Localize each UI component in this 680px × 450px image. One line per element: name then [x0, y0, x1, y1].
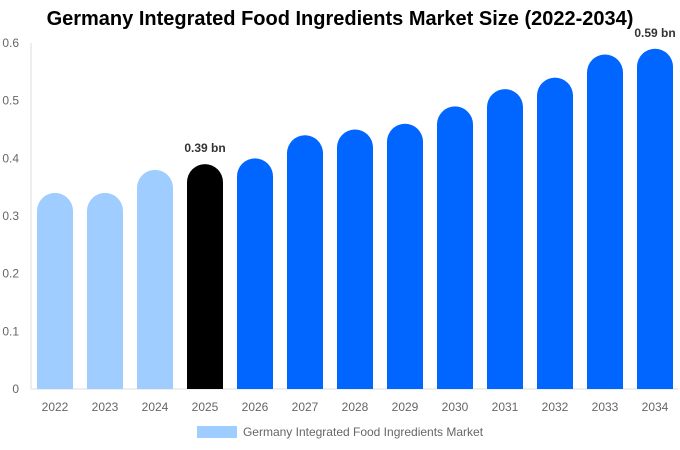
bar-2032 — [537, 77, 573, 389]
x-tick-label: 2028 — [342, 400, 369, 414]
bar-2028 — [337, 129, 373, 389]
bar-2022 — [37, 192, 73, 389]
x-tick-label: 2023 — [92, 400, 119, 414]
x-tick-label: 2033 — [592, 400, 619, 414]
legend-swatch — [196, 426, 237, 438]
bar-2029 — [387, 123, 423, 389]
chart-title: Germany Integrated Food Ingredients Mark… — [46, 8, 634, 30]
data-label-2025: 0.39 bn — [184, 141, 225, 155]
y-tick-label: 0 — [12, 382, 19, 396]
bar-2025 — [187, 164, 223, 389]
x-tick-label: 2030 — [442, 400, 469, 414]
y-tick-label: 0.5 — [2, 94, 19, 108]
x-tick-label: 2024 — [142, 400, 169, 414]
legend-label: Germany Integrated Food Ingredients Mark… — [242, 425, 484, 439]
bar-2033 — [587, 54, 623, 390]
x-tick-label: 2031 — [492, 400, 519, 414]
data-label-2034: 0.59 bn — [634, 26, 675, 40]
x-tick-label: 2022 — [42, 400, 69, 414]
x-tick-label: 2032 — [542, 400, 569, 414]
x-tick-label: 2027 — [292, 400, 319, 414]
x-tick-label: 2034 — [642, 400, 669, 414]
y-tick-label: 0.3 — [2, 209, 19, 223]
legend: Germany Integrated Food Ingredients Mark… — [0, 425, 680, 439]
bar-2023 — [87, 192, 123, 389]
y-tick-label: 0.4 — [2, 151, 19, 165]
y-tick-label: 0.2 — [2, 267, 19, 281]
y-tick-label: 0.6 — [2, 36, 19, 50]
bar-2027 — [287, 135, 323, 389]
bar-2030 — [437, 106, 473, 389]
x-tick-label: 2029 — [392, 400, 419, 414]
bar-2026 — [237, 158, 273, 389]
y-tick-label: 0.1 — [2, 324, 19, 338]
x-tick-label: 2026 — [242, 400, 269, 414]
bar-2024 — [137, 169, 173, 389]
x-tick-label: 2025 — [192, 400, 219, 414]
bar-2031 — [487, 89, 523, 389]
bar-2034 — [637, 48, 673, 390]
